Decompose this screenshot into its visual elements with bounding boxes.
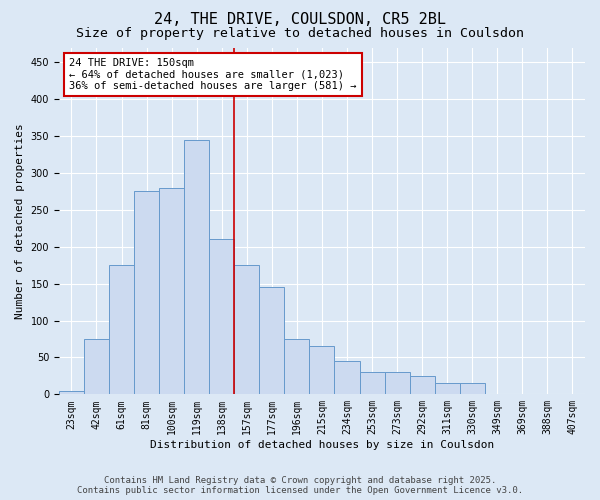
Bar [234,265,259,394]
Text: Contains HM Land Registry data © Crown copyright and database right 2025.
Contai: Contains HM Land Registry data © Crown c… [77,476,523,495]
Bar [59,390,84,394]
Bar [209,240,234,394]
Bar [434,384,460,394]
Text: 24 THE DRIVE: 150sqm
← 64% of detached houses are smaller (1,023)
36% of semi-de: 24 THE DRIVE: 150sqm ← 64% of detached h… [70,58,357,91]
Y-axis label: Number of detached properties: Number of detached properties [15,123,25,319]
X-axis label: Distribution of detached houses by size in Coulsdon: Distribution of detached houses by size … [150,440,494,450]
Bar [134,192,159,394]
Bar [284,339,310,394]
Text: Size of property relative to detached houses in Coulsdon: Size of property relative to detached ho… [76,28,524,40]
Bar [310,346,334,395]
Bar [410,376,434,394]
Bar [334,361,359,394]
Bar [460,384,485,394]
Bar [109,265,134,394]
Bar [359,372,385,394]
Bar [184,140,209,394]
Bar [259,288,284,395]
Bar [159,188,184,394]
Bar [84,339,109,394]
Text: 24, THE DRIVE, COULSDON, CR5 2BL: 24, THE DRIVE, COULSDON, CR5 2BL [154,12,446,28]
Bar [385,372,410,394]
